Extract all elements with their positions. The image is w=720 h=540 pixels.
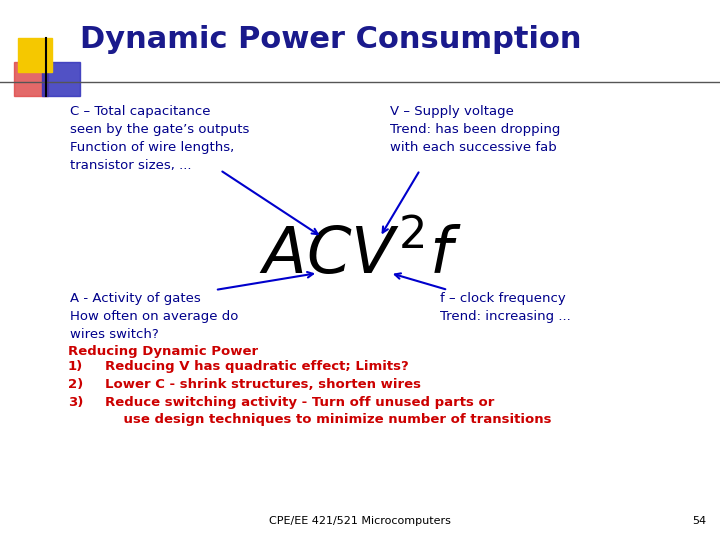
Text: 54: 54	[692, 516, 706, 526]
Text: CPE/EE 421/521 Microcomputers: CPE/EE 421/521 Microcomputers	[269, 516, 451, 526]
Text: 3): 3)	[68, 396, 84, 409]
Text: Lower C - shrink structures, shorten wires: Lower C - shrink structures, shorten wir…	[105, 378, 421, 391]
Text: C – Total capacitance
seen by the gate’s outputs
Function of wire lengths,
trans: C – Total capacitance seen by the gate’s…	[70, 105, 249, 172]
Text: V – Supply voltage
Trend: has been dropping
with each successive fab: V – Supply voltage Trend: has been dropp…	[390, 105, 560, 154]
Text: Reduce switching activity - Turn off unused parts or
    use design techniques t: Reduce switching activity - Turn off unu…	[105, 396, 552, 426]
Text: Reducing Dynamic Power: Reducing Dynamic Power	[68, 345, 258, 358]
Text: 1): 1)	[68, 360, 84, 373]
Text: Reducing V has quadratic effect; Limits?: Reducing V has quadratic effect; Limits?	[105, 360, 409, 373]
Bar	[18, 38, 52, 72]
Bar	[42, 62, 80, 96]
Text: f – clock frequency
Trend: increasing ...: f – clock frequency Trend: increasing ..…	[440, 292, 571, 323]
Bar	[14, 62, 48, 96]
Text: 2): 2)	[68, 378, 84, 391]
Text: $ACV^2f$: $ACV^2f$	[258, 224, 462, 287]
Text: A - Activity of gates
How often on average do
wires switch?: A - Activity of gates How often on avera…	[70, 292, 238, 341]
Text: Dynamic Power Consumption: Dynamic Power Consumption	[80, 25, 582, 55]
